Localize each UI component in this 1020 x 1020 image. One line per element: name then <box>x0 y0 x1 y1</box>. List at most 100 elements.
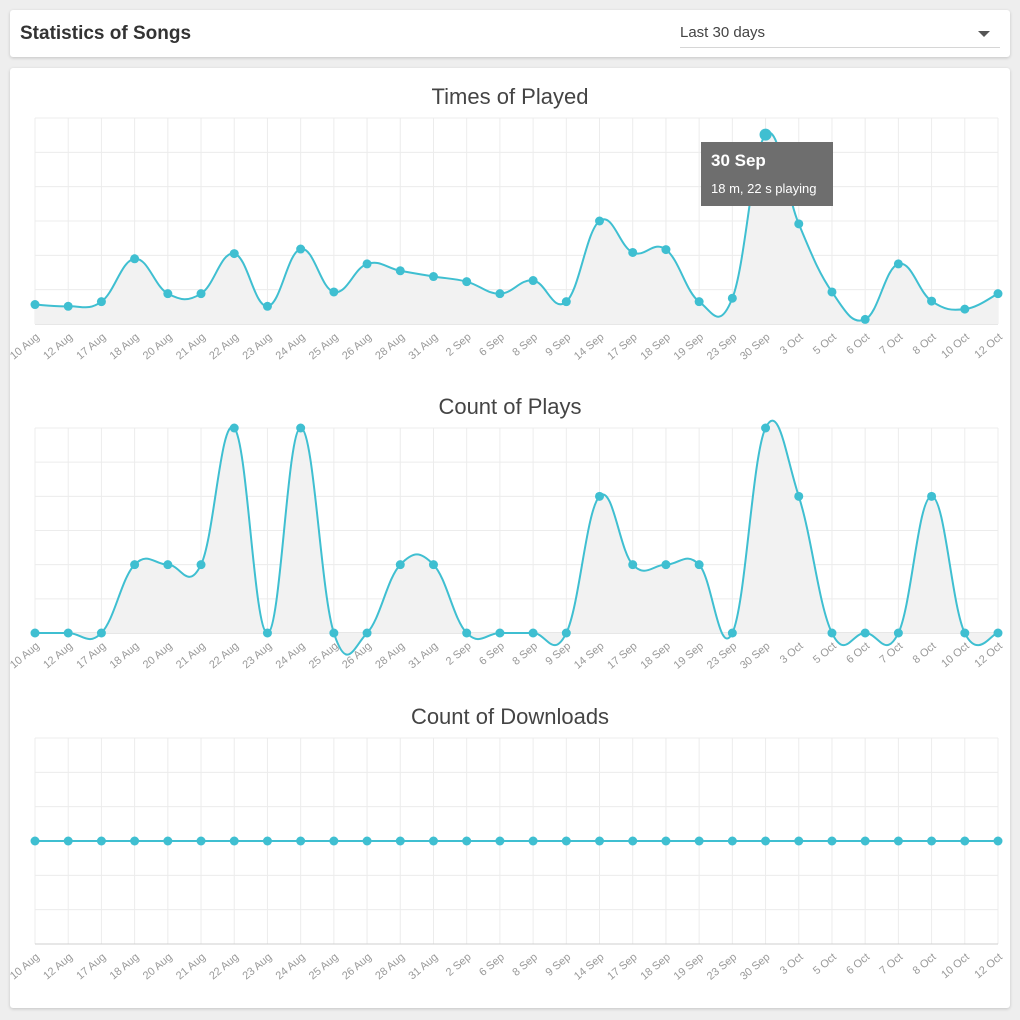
data-point[interactable] <box>661 560 671 570</box>
data-point[interactable] <box>927 836 937 846</box>
data-point[interactable] <box>827 287 837 297</box>
data-point[interactable] <box>428 836 438 846</box>
data-point[interactable] <box>262 836 272 846</box>
data-point[interactable] <box>661 245 671 255</box>
data-point[interactable] <box>727 628 737 638</box>
data-point[interactable] <box>329 836 339 846</box>
data-point[interactable] <box>761 836 771 846</box>
data-point[interactable] <box>229 423 239 433</box>
data-point[interactable] <box>163 289 173 299</box>
data-point[interactable] <box>860 314 870 324</box>
data-point[interactable] <box>329 628 339 638</box>
data-point[interactable] <box>495 289 505 299</box>
data-point[interactable] <box>528 276 538 286</box>
data-point[interactable] <box>63 628 73 638</box>
x-tick-label: 6 Oct <box>844 951 872 977</box>
data-point[interactable] <box>694 297 704 307</box>
data-point[interactable] <box>595 491 605 501</box>
data-point[interactable] <box>296 244 306 254</box>
x-tick-label: 21 Aug <box>174 951 208 982</box>
data-point[interactable] <box>63 301 73 311</box>
data-point[interactable] <box>30 628 40 638</box>
data-point[interactable] <box>561 628 571 638</box>
data-point[interactable] <box>63 836 73 846</box>
data-point[interactable] <box>462 836 472 846</box>
data-point[interactable] <box>727 836 737 846</box>
date-range-select[interactable]: Last 30 days <box>680 20 1000 48</box>
data-point[interactable] <box>628 836 638 846</box>
data-point[interactable] <box>794 836 804 846</box>
data-point[interactable] <box>827 628 837 638</box>
data-point[interactable] <box>595 836 605 846</box>
data-point[interactable] <box>960 628 970 638</box>
data-point[interactable] <box>993 628 1003 638</box>
data-point[interactable] <box>462 628 472 638</box>
data-point[interactable] <box>262 301 272 311</box>
data-point[interactable] <box>628 560 638 570</box>
data-point[interactable] <box>495 628 505 638</box>
data-point[interactable] <box>759 128 772 141</box>
data-point[interactable] <box>794 219 804 229</box>
data-point[interactable] <box>927 296 937 306</box>
data-point[interactable] <box>694 560 704 570</box>
data-point[interactable] <box>993 289 1003 299</box>
x-tick-label: 14 Sep <box>572 640 606 672</box>
x-tick-label: 6 Sep <box>477 640 507 668</box>
data-point[interactable] <box>130 254 140 264</box>
data-point[interactable] <box>960 836 970 846</box>
x-tick-label: 28 Aug <box>373 951 407 982</box>
data-point[interactable] <box>860 628 870 638</box>
data-point[interactable] <box>395 560 405 570</box>
data-point[interactable] <box>428 272 438 282</box>
data-point[interactable] <box>661 836 671 846</box>
data-point[interactable] <box>362 836 372 846</box>
data-point[interactable] <box>30 836 40 846</box>
data-point[interactable] <box>163 836 173 846</box>
data-point[interactable] <box>296 836 306 846</box>
data-point[interactable] <box>827 836 837 846</box>
data-point[interactable] <box>893 628 903 638</box>
data-point[interactable] <box>96 628 106 638</box>
data-point[interactable] <box>428 560 438 570</box>
data-point[interactable] <box>296 423 306 433</box>
data-point[interactable] <box>927 491 937 501</box>
x-tick-label: 25 Aug <box>307 640 341 671</box>
data-point[interactable] <box>495 836 505 846</box>
data-point[interactable] <box>794 491 804 501</box>
data-point[interactable] <box>329 287 339 297</box>
data-point[interactable] <box>30 300 40 310</box>
data-point[interactable] <box>229 249 239 259</box>
data-point[interactable] <box>893 836 903 846</box>
data-point[interactable] <box>262 628 272 638</box>
data-point[interactable] <box>196 289 206 299</box>
data-point[interactable] <box>229 836 239 846</box>
data-point[interactable] <box>528 836 538 846</box>
data-point[interactable] <box>628 247 638 257</box>
data-point[interactable] <box>163 560 173 570</box>
data-point[interactable] <box>130 560 140 570</box>
data-point[interactable] <box>395 836 405 846</box>
data-point[interactable] <box>196 836 206 846</box>
data-point[interactable] <box>395 266 405 276</box>
data-point[interactable] <box>727 293 737 303</box>
data-point[interactable] <box>528 628 538 638</box>
data-point[interactable] <box>761 423 771 433</box>
data-point[interactable] <box>561 836 571 846</box>
data-point[interactable] <box>860 836 870 846</box>
data-point[interactable] <box>362 259 372 269</box>
data-point[interactable] <box>595 216 605 226</box>
page-title: Statistics of Songs <box>20 23 192 44</box>
data-point[interactable] <box>196 560 206 570</box>
data-point[interactable] <box>561 297 571 307</box>
x-tick-label: 14 Sep <box>572 331 606 363</box>
data-point[interactable] <box>462 277 472 287</box>
data-point[interactable] <box>96 836 106 846</box>
data-point[interactable] <box>96 297 106 307</box>
data-point[interactable] <box>893 259 903 269</box>
data-point[interactable] <box>130 836 140 846</box>
data-point[interactable] <box>993 836 1003 846</box>
data-point[interactable] <box>960 304 970 314</box>
x-tick-label: 18 Aug <box>108 331 142 362</box>
data-point[interactable] <box>362 628 372 638</box>
data-point[interactable] <box>694 836 704 846</box>
